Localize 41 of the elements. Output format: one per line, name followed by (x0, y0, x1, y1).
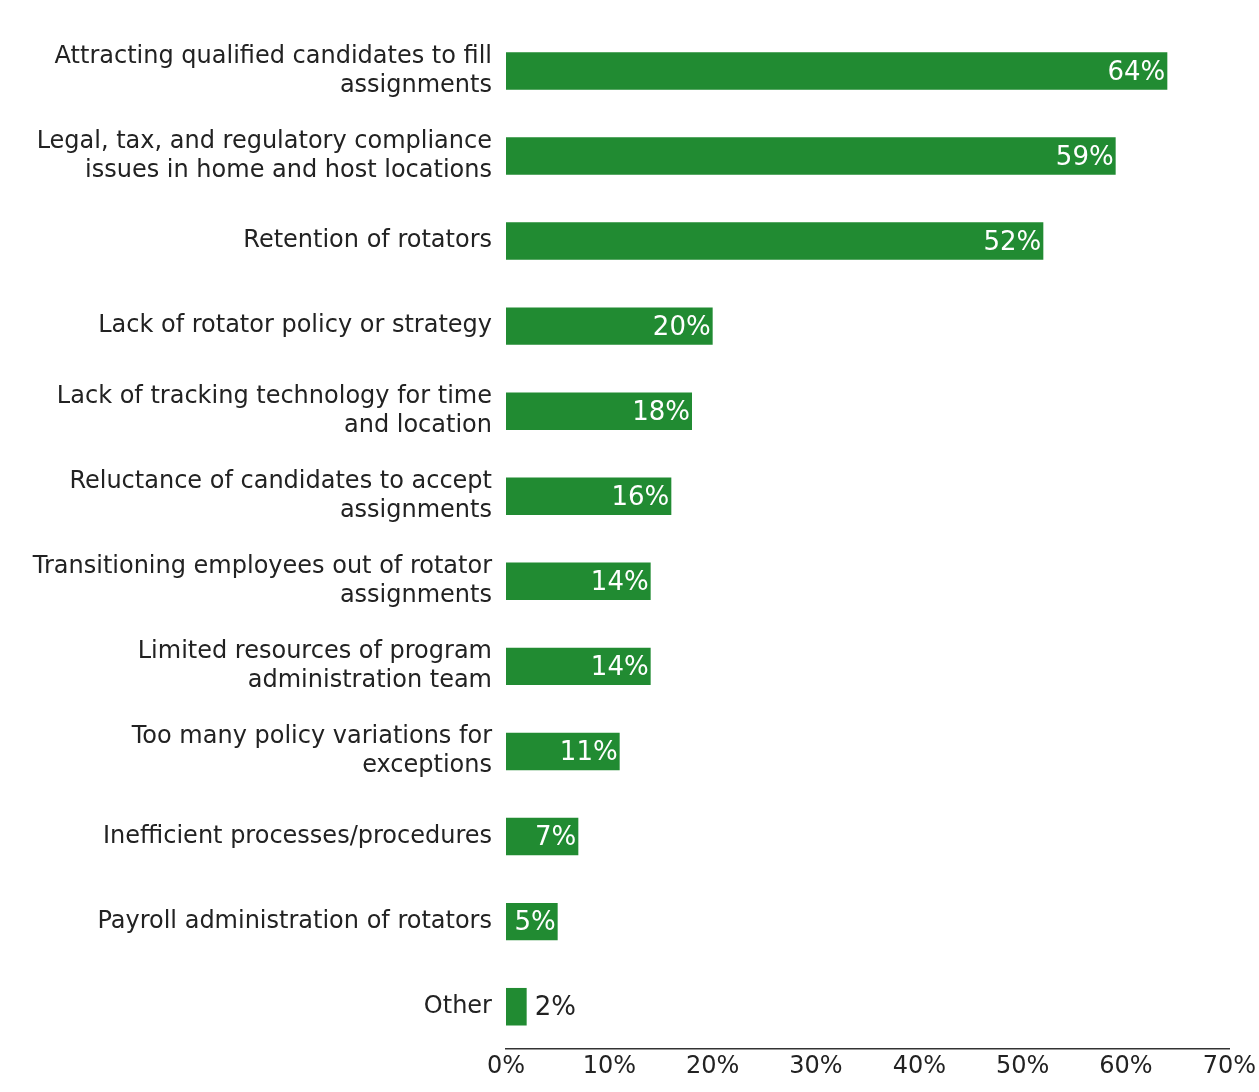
y-tick-label: Attracting qualified candidates to fill assignments (54, 40, 492, 98)
bar (506, 647, 651, 686)
x-tick-label: 70% (1202, 1050, 1256, 1079)
y-tick-label: Lack of rotator policy or strategy (98, 310, 492, 339)
bar (506, 477, 672, 515)
y-tick-label: Inefficient processes/procedures (103, 820, 492, 849)
bar (506, 222, 1044, 260)
y-tick-label: Retention of rotators (243, 225, 492, 254)
data-label: 14% (590, 566, 649, 597)
data-label: 5% (514, 906, 556, 937)
y-tick-label: Lack of tracking technology for time and location (56, 381, 492, 438)
x-tick-label: 20% (685, 1050, 740, 1079)
bar (506, 307, 713, 345)
x-tick-label: 0% (486, 1050, 526, 1079)
data-label: 20% (652, 310, 711, 341)
x-tick-label: 40% (892, 1050, 946, 1079)
data-label: 7% (535, 821, 577, 852)
data-label: 59% (1055, 140, 1114, 171)
data-label: 14% (590, 651, 649, 682)
y-tick-label: Payroll administration of rotators (97, 905, 492, 934)
y-tick-label: Too many policy variations for exceptions (130, 721, 493, 779)
data-label: 64% (1107, 55, 1166, 86)
x-tick-label: 30% (789, 1050, 843, 1079)
data-label: 2% (534, 991, 576, 1022)
x-tick-label: 10% (582, 1050, 636, 1079)
data-label: 11% (559, 736, 618, 767)
y-tick-label: Limited resources of program administration team (137, 636, 492, 694)
bar (506, 987, 527, 1026)
x-tick-label: 60% (1099, 1050, 1153, 1079)
bar (506, 52, 1168, 90)
data-label: 16% (611, 481, 670, 512)
bar (506, 392, 692, 430)
y-tick-label: Legal, tax, and regulatory compliance issues in home and host locations (36, 125, 492, 183)
data-label: 52% (983, 225, 1042, 256)
y-tick-label: Other (423, 990, 493, 1019)
y-tick-label: Reluctance of candidates to accept assignments (69, 466, 492, 523)
x-tick-label: 50% (995, 1050, 1050, 1079)
data-label: 18% (632, 395, 690, 426)
bar (506, 562, 651, 601)
bar (506, 137, 1116, 175)
y-tick-label: Transitioning employees out of rotator assignments (31, 551, 493, 608)
